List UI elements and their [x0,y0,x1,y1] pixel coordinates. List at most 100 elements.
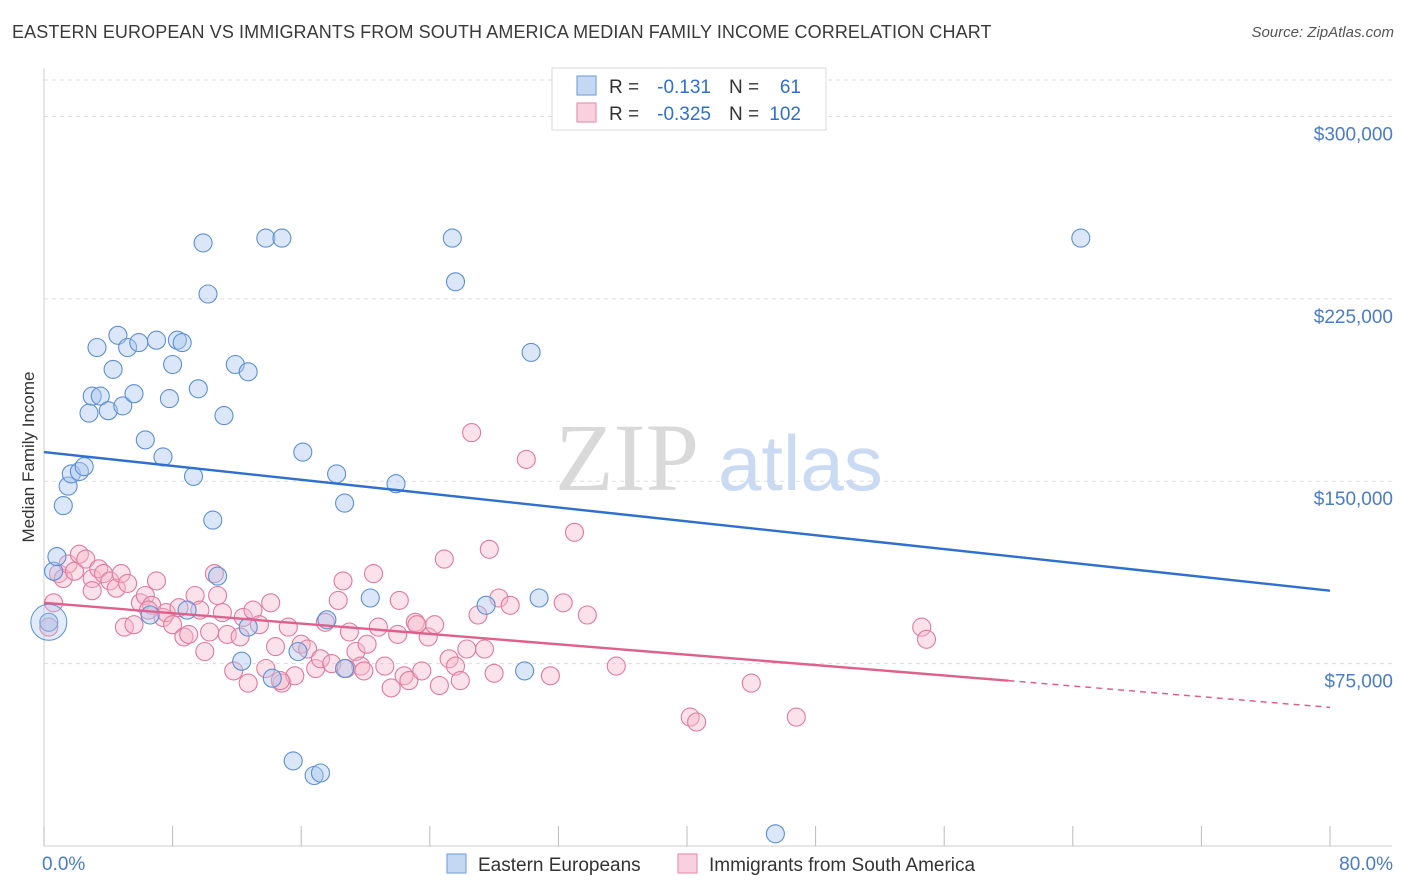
eastern-european-point-9 [87,337,107,358]
south-america-point-13 [106,578,126,598]
eastern-european-point-14 [113,396,133,416]
eastern-european-point-38 [256,228,276,248]
south-america-point-7 [76,549,96,569]
south-america-point-66 [399,671,419,691]
eastern-european-point-18 [135,430,155,450]
eastern-european-point-52 [442,228,462,248]
south-america-point-76 [457,639,477,659]
south-america-point-42 [256,658,276,679]
south-america-point-16 [118,573,138,593]
y-tick-label-1: $150,000 [1314,489,1393,510]
south-america-point-43 [261,593,281,613]
south-america-point-28 [185,585,205,606]
south-america-point-100 [407,615,427,635]
south-america-point-64 [388,624,408,644]
eastern-european-point-1 [47,547,67,567]
south-america-point-60 [363,564,384,584]
south-america-point-62 [375,656,395,676]
eastern-european-point-6 [74,457,94,477]
eastern-european-point-39 [262,668,282,688]
south-america-point-83 [500,595,520,615]
eastern-european-point-large [30,603,68,641]
south-america-point-70 [425,615,445,635]
eastern-european-point-53 [445,272,466,292]
south-america-point-36 [224,661,244,681]
eastern-european-point-29 [193,233,213,253]
south-america-point-37 [230,627,250,647]
trend-line-south-america [43,601,1009,682]
eastern-european-point-26 [177,600,197,620]
south-america-point-46 [278,617,298,637]
eastern-european-point-51 [386,474,406,494]
legend-n-label-2: N = [729,104,759,125]
south-america-point-95 [916,629,937,649]
legend-swatch-blue [576,75,597,96]
eastern-european-point-12 [103,359,123,379]
eastern-european-point-17 [129,333,149,353]
trend-lines [43,450,1331,709]
y-axis-label: Median Family Income [19,371,38,542]
south-america-point-9 [82,581,102,601]
correlation-legend: R = -0.131 N = 61 R = -0.325 N = 102 [551,67,827,131]
series-legend: Eastern Europeans Immigrants from South … [446,853,976,876]
south-america-point-19 [135,585,155,606]
eastern-european-point-0 [44,561,64,581]
series-eastern-europeans-points [30,228,1091,844]
eastern-european-point-20 [146,330,167,350]
legend-r-value-1: -0.131 [657,77,711,98]
south-america-point-89 [606,656,626,676]
legend-box [551,67,827,131]
eastern-european-point-54 [476,595,496,615]
eastern-european-point-45 [310,763,331,783]
south-america-point-24 [163,615,183,635]
south-america-point-6 [69,544,89,564]
legend-swatch-pink [576,102,597,123]
series-legend-label-pink: Immigrants from South America [709,855,976,876]
eastern-european-point-2 [53,496,73,516]
south-america-point-77 [462,423,482,443]
y-tick-label-0: $75,000 [1324,672,1393,693]
south-america-point-91 [687,712,707,732]
eastern-european-point-33 [214,406,234,426]
eastern-european-point-50 [360,588,380,608]
eastern-european-point-36 [238,362,258,382]
eastern-european-point-49 [335,493,355,513]
south-america-point-73 [439,649,459,669]
eastern-european-point-42 [288,641,308,662]
eastern-european-point-35 [232,651,252,671]
x-tick-label-0: 0.0% [42,854,85,875]
south-america-point-99 [389,590,409,610]
eastern-european-point-22 [159,389,179,409]
eastern-european-point-32 [208,566,228,586]
south-america-point-88 [577,605,597,625]
south-america-point-0 [39,617,59,637]
eastern-european-point-57 [529,588,549,608]
south-america-point-84 [516,449,536,469]
south-america-point-17 [124,615,144,635]
south-america-point-87 [564,522,585,542]
south-america-point-75 [450,671,470,691]
south-america-point-80 [479,539,499,559]
eastern-european-point-41 [283,751,303,771]
trend-line-eastern-europeans [43,450,1331,592]
eastern-european-point-56 [521,342,541,362]
south-america-point-59 [357,634,377,654]
south-america-point-3 [53,568,73,589]
watermark-atlas: atlas [718,419,883,507]
south-america-point-56 [339,622,359,642]
south-america-point-14 [111,564,131,584]
south-america-point-55 [333,571,353,591]
eastern-european-point-47 [327,464,347,484]
south-america-point-79 [474,639,495,659]
south-america-point-21 [146,571,167,591]
eastern-european-point-31 [203,510,223,530]
chart-source: Source: ZipAtlas.com [1251,24,1394,41]
watermark-zip: ZIP [555,404,699,511]
eastern-european-point-59 [1071,228,1091,248]
legend-n-value-2: 102 [769,104,801,125]
legend-r-label-1: R = [609,77,639,98]
south-america-point-93 [786,707,806,727]
eastern-european-point-19 [140,605,160,625]
south-america-point-86 [553,593,573,613]
legend-r-value-2: -0.325 [657,104,711,125]
